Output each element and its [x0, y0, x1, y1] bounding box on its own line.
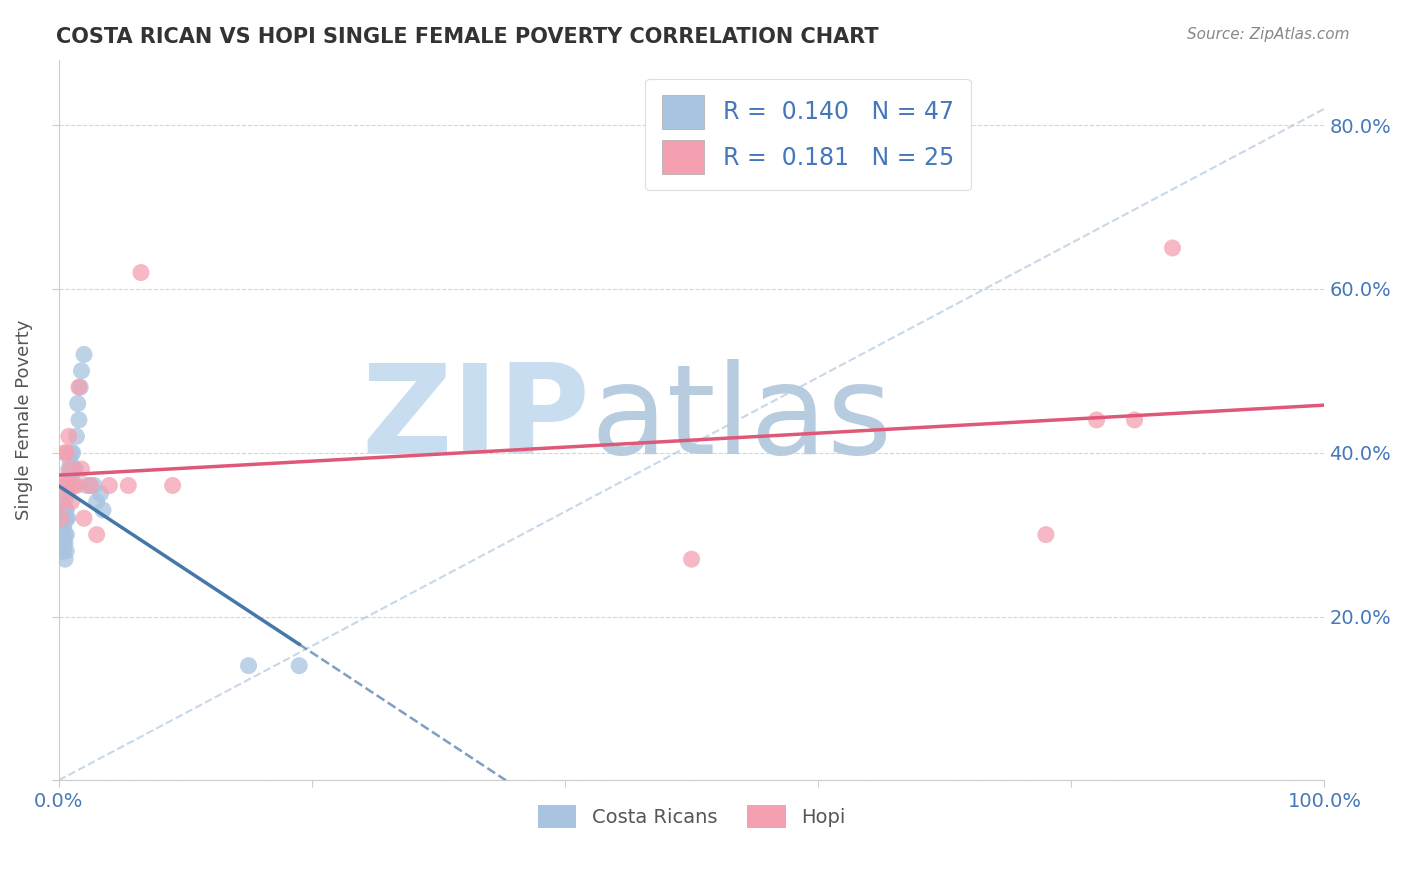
- Point: [70, 462, 93, 476]
- Point: [79, 478, 101, 492]
- Legend: Costa Ricans, Hopi: Costa Ricans, Hopi: [530, 797, 853, 836]
- Point: [60, 470, 83, 484]
- Point: [53, 495, 76, 509]
- Point: [55, 503, 77, 517]
- Point: [56, 478, 79, 492]
- Point: [56, 511, 79, 525]
- Point: [63, 462, 86, 476]
- Point: [58, 462, 80, 476]
- Text: atlas: atlas: [591, 359, 893, 481]
- Text: COSTA RICAN VS HOPI SINGLE FEMALE POVERTY CORRELATION CHART: COSTA RICAN VS HOPI SINGLE FEMALE POVERT…: [56, 27, 879, 46]
- Point: [69, 380, 91, 394]
- Point: [58, 478, 80, 492]
- Point: [51, 527, 73, 541]
- Point: [86, 527, 108, 541]
- Point: [59, 478, 82, 492]
- Point: [129, 266, 152, 280]
- Point: [1035, 527, 1057, 541]
- Point: [53, 511, 76, 525]
- Point: [51, 511, 73, 525]
- Point: [62, 478, 84, 492]
- Point: [288, 658, 311, 673]
- Point: [62, 446, 84, 460]
- Point: [51, 544, 73, 558]
- Point: [91, 503, 114, 517]
- Point: [51, 519, 73, 533]
- Point: [79, 478, 101, 492]
- Point: [65, 478, 87, 492]
- Point: [53, 527, 76, 541]
- Point: [681, 552, 703, 566]
- Point: [1085, 413, 1108, 427]
- Point: [98, 478, 121, 492]
- Y-axis label: Single Female Poverty: Single Female Poverty: [15, 319, 32, 520]
- Point: [53, 552, 76, 566]
- Point: [66, 396, 89, 410]
- Point: [53, 503, 76, 517]
- Point: [51, 536, 73, 550]
- Point: [83, 478, 105, 492]
- Point: [162, 478, 184, 492]
- Point: [53, 446, 76, 460]
- Point: [56, 486, 79, 500]
- Point: [55, 446, 77, 460]
- Point: [55, 527, 77, 541]
- Point: [65, 429, 87, 443]
- Point: [59, 462, 82, 476]
- Point: [53, 536, 76, 550]
- Point: [67, 380, 90, 394]
- Point: [70, 364, 93, 378]
- Point: [63, 462, 86, 476]
- Point: [89, 486, 111, 500]
- Point: [86, 495, 108, 509]
- Point: [52, 536, 75, 550]
- Point: [76, 478, 98, 492]
- Point: [117, 478, 139, 492]
- Point: [52, 519, 75, 533]
- Text: Source: ZipAtlas.com: Source: ZipAtlas.com: [1187, 27, 1350, 42]
- Point: [51, 511, 73, 525]
- Point: [238, 658, 260, 673]
- Point: [1123, 413, 1146, 427]
- Point: [51, 527, 73, 541]
- Point: [63, 478, 86, 492]
- Point: [51, 544, 73, 558]
- Text: ZIP: ZIP: [361, 359, 591, 481]
- Point: [56, 470, 79, 484]
- Point: [1161, 241, 1184, 255]
- Point: [51, 495, 73, 509]
- Point: [55, 544, 77, 558]
- Point: [58, 429, 80, 443]
- Point: [52, 478, 75, 492]
- Point: [60, 446, 83, 460]
- Point: [55, 511, 77, 525]
- Point: [59, 454, 82, 468]
- Point: [73, 347, 96, 361]
- Point: [67, 413, 90, 427]
- Point: [73, 511, 96, 525]
- Point: [52, 544, 75, 558]
- Point: [60, 495, 83, 509]
